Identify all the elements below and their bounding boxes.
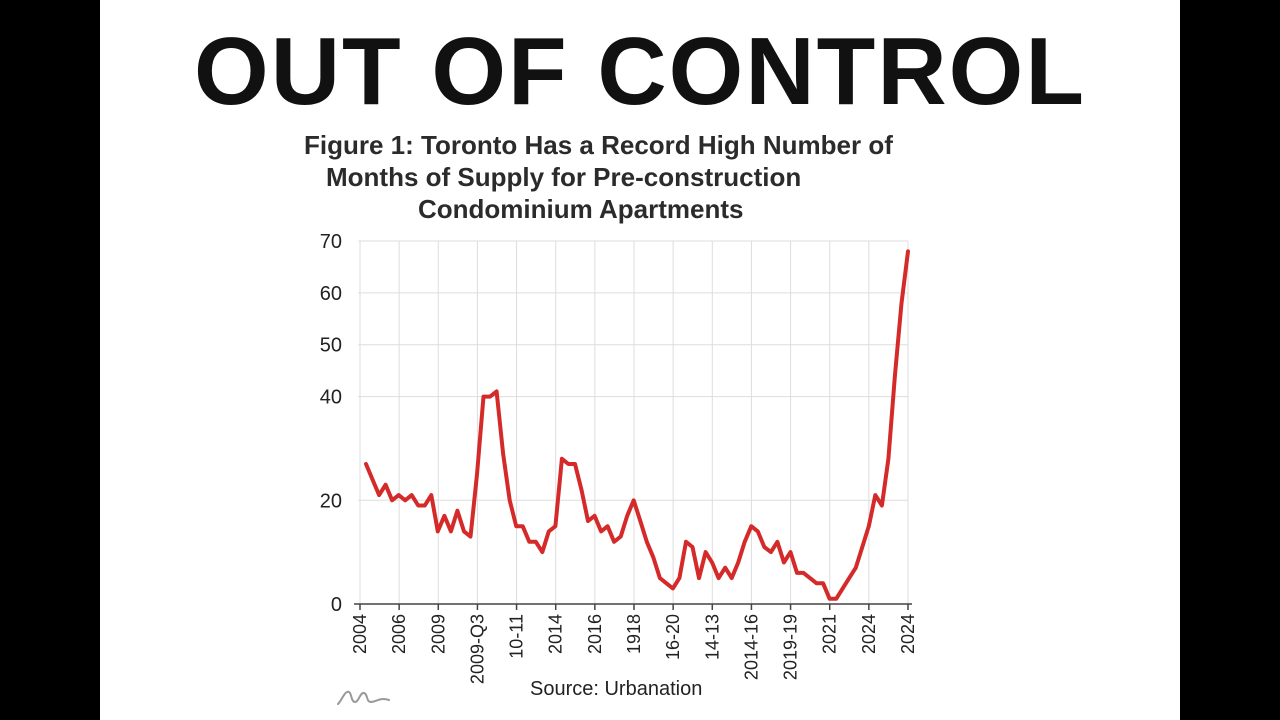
x-tick-label: 2009 xyxy=(428,614,448,654)
x-tick-label: 2009-Q3 xyxy=(467,614,487,684)
x-tick-label: 14-13 xyxy=(702,614,722,660)
y-tick-label: 60 xyxy=(320,283,342,305)
figure-title-line-3: Condominium Apartments xyxy=(418,194,744,224)
x-tick-label: 1918 xyxy=(624,614,644,654)
chart-grid xyxy=(358,240,909,605)
x-tick-label: 2024 xyxy=(898,614,918,654)
x-tick-label: 2021 xyxy=(820,614,840,654)
y-tick-label: 20 xyxy=(320,490,342,512)
x-tick-label: 2006 xyxy=(389,614,409,654)
x-tick-label: 2019-19 xyxy=(781,614,801,680)
x-tick-label: 2016 xyxy=(585,614,605,654)
x-tick-label: 2024 xyxy=(859,614,879,654)
series-line xyxy=(364,249,910,601)
x-axis-tick-labels: 2004 2006 2009 2009-Q3 10-11 2014 2016 1918 16-2… xyxy=(350,604,918,684)
headline: OUT OF CONTROL xyxy=(194,18,1086,125)
x-tick-label: 2014 xyxy=(546,614,566,654)
x-tick-label: 16-20 xyxy=(663,614,683,660)
figure-title-line-1: Figure 1: Toronto Has a Record High Numb… xyxy=(304,130,893,160)
x-tick-label: 2004 xyxy=(350,614,370,654)
x-tick-label: 2014-16 xyxy=(741,614,761,680)
slide-background xyxy=(100,0,1180,720)
x-tick-label: 10-11 xyxy=(507,614,527,659)
y-tick-label: 70 xyxy=(320,231,342,253)
figure-title-line-2: Months of Supply for Pre-construction xyxy=(326,162,802,192)
signature-mark xyxy=(337,690,390,705)
y-tick-label: 40 xyxy=(320,387,342,409)
y-tick-label: 50 xyxy=(320,335,342,357)
source-note: Source: Urbanation xyxy=(530,678,703,700)
y-axis-tick-labels: 0 20 40 50 60 70 xyxy=(320,231,342,616)
y-tick-label: 0 xyxy=(331,594,342,616)
